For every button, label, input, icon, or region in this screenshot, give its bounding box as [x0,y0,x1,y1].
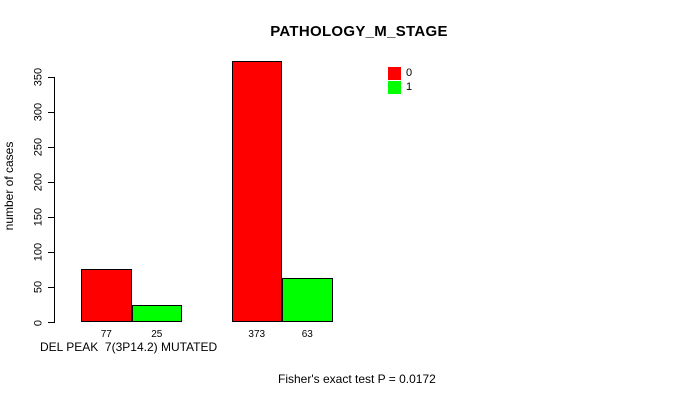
y-axis-line [54,77,55,323]
legend-label: 0 [406,66,413,79]
y-axis-tick-label: 100 [32,243,45,262]
bar-value-label: 373 [248,329,266,340]
legend-swatch-icon [388,66,401,80]
legend-swatch-icon [388,80,401,94]
y-axis-tick [48,111,55,113]
y-axis-tick-label: 300 [32,103,45,122]
y-axis-tick-label: 0 [32,319,45,326]
x-axis-caption: DEL PEAK 7(3P14.2) MUTATED [40,340,218,354]
y-axis-tick-label: 350 [32,68,45,87]
y-axis-tick-label: 250 [32,138,45,157]
y-axis-tick [48,181,55,183]
chart-title: PATHOLOGY_M_STAGE [270,23,448,40]
bar-value-label: 25 [151,329,163,340]
bar-series-0-group-2 [231,61,282,323]
bar-series-1-group-2 [282,278,333,323]
legend-entry-0: 0 [388,66,412,80]
fisher-test-note: Fisher's exact test P = 0.0172 [278,372,436,386]
y-axis-tick [48,251,55,253]
y-axis-tick [48,76,55,78]
bar-value-label: 63 [301,329,313,340]
legend-entry-1: 1 [388,80,412,94]
y-axis-tick-label: 200 [32,173,45,192]
bar-series-1-group-1 [131,304,182,323]
y-axis-tick [48,322,55,323]
y-axis-tick-label: 150 [32,208,45,227]
y-axis-tick-label: 50 [32,281,45,294]
y-axis-tick [48,286,55,288]
legend-label: 1 [406,80,413,93]
y-axis-tick [48,146,55,148]
y-axis-tick [48,216,55,218]
bar-value-label: 77 [100,329,112,340]
bar-series-0-group-1 [81,268,132,323]
